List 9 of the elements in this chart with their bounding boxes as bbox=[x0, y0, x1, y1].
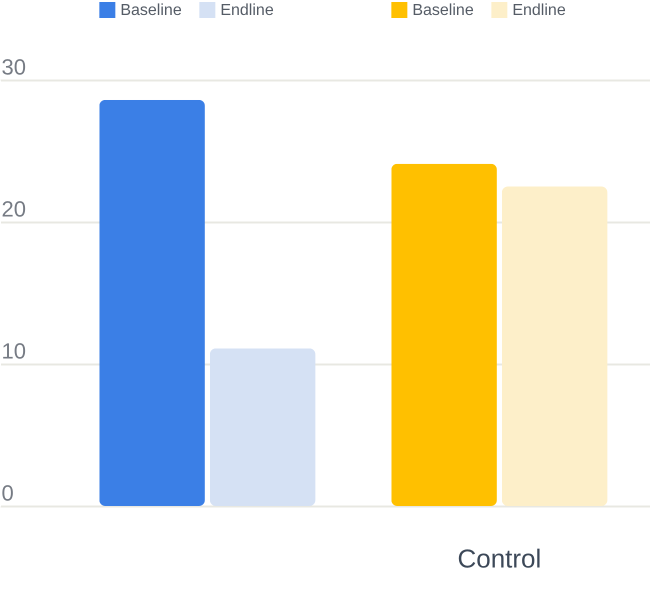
x-tick-label: Control bbox=[457, 544, 542, 574]
legend-label: Baseline bbox=[412, 2, 474, 19]
y-tick-label: 10 bbox=[2, 338, 26, 364]
legend-label: Endline bbox=[512, 2, 566, 19]
y-tick-label: 20 bbox=[2, 196, 26, 222]
legend-label: Baseline bbox=[120, 2, 182, 19]
y-tick-label: 0 bbox=[2, 480, 14, 506]
legend-label: Endline bbox=[220, 2, 274, 19]
y-tick-label: 30 bbox=[2, 54, 26, 80]
